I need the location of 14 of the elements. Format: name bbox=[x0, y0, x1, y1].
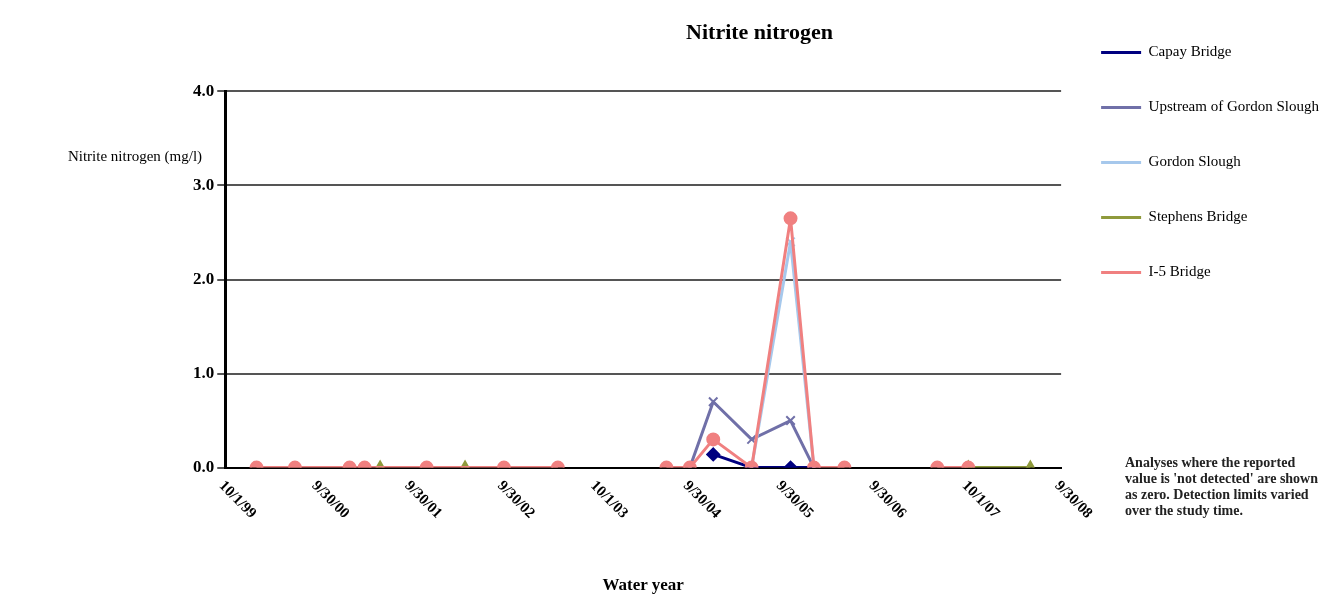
y-tick-label: 3.0 bbox=[193, 174, 215, 194]
legend-label: Upstream of Gordon Slough bbox=[1148, 98, 1320, 115]
legend-label: I-5 Bridge bbox=[1148, 263, 1212, 280]
text: Analyses where the reported value is 'not detected' are shown as zero. Detection limits varied over the study time. bbox=[1125, 455, 1319, 520]
y-axis-title: Nitrite nitrogen (mg/l) bbox=[66, 148, 204, 165]
legend-label: Capay Bridge bbox=[1148, 43, 1232, 60]
x-axis-title: Water year bbox=[602, 575, 685, 595]
y-tick-label: 0.0 bbox=[193, 456, 215, 476]
y-tick-label: 4.0 bbox=[193, 80, 215, 100]
legend-label: Stephens Bridge bbox=[1148, 208, 1248, 225]
chart-title: Nitrite nitrogen bbox=[686, 18, 833, 44]
y-tick-label: 1.0 bbox=[193, 362, 215, 382]
legend-label: Gordon Slough bbox=[1148, 153, 1242, 170]
y-tick-label: 2.0 bbox=[193, 268, 215, 288]
